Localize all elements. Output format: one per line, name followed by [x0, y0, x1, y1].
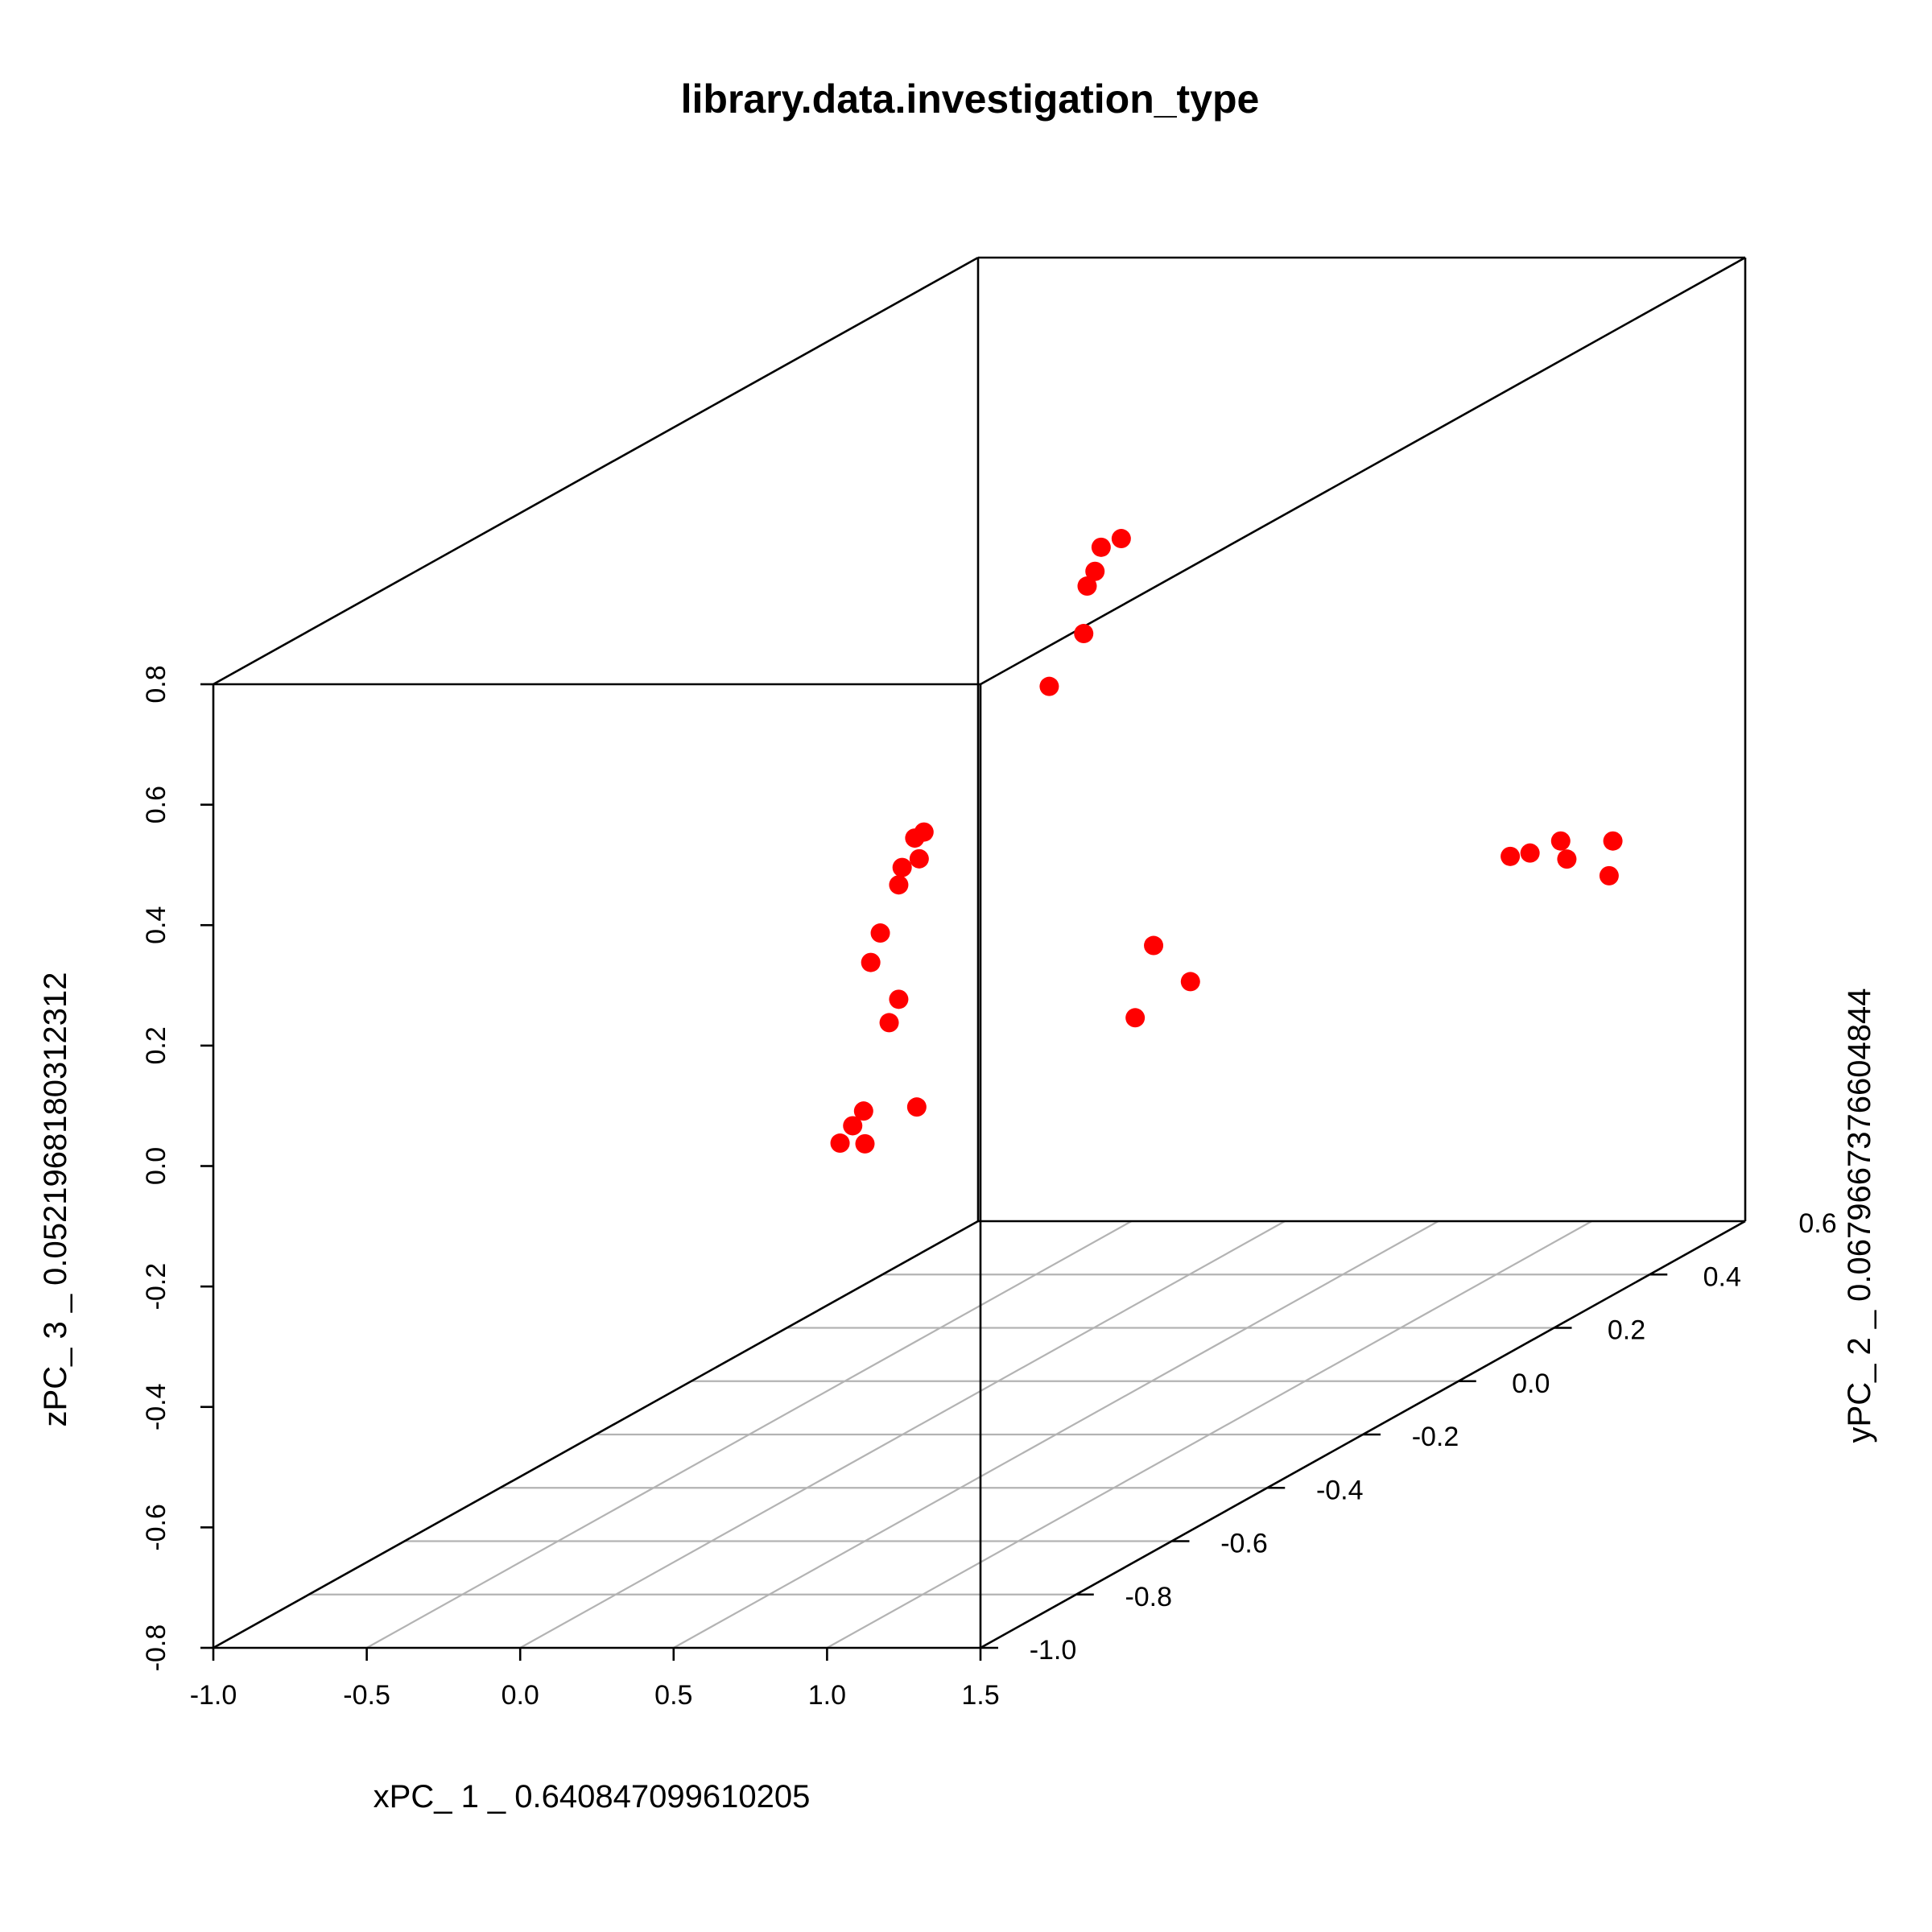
- x-tick-label: 1.0: [808, 1680, 846, 1711]
- z-tick-label: 0.6: [141, 786, 171, 824]
- z-tick-label: -0.2: [141, 1263, 171, 1311]
- box-edge: [213, 1220, 979, 1649]
- x-tick-label: -1.0: [190, 1680, 237, 1711]
- data-point: [1144, 935, 1164, 956]
- y-tick-label: -0.2: [1412, 1422, 1459, 1452]
- x-tick-label: -0.5: [343, 1680, 390, 1711]
- x-tick-label: 0.5: [654, 1680, 692, 1711]
- z-tick-label: 0.8: [141, 665, 171, 703]
- floor-grid: [308, 1220, 1650, 1649]
- y-tick-label: 0.2: [1608, 1315, 1645, 1346]
- data-point: [909, 848, 929, 869]
- data-point: [855, 1133, 875, 1154]
- x-tick-label: 0.0: [502, 1680, 539, 1711]
- data-point: [853, 1101, 873, 1121]
- data-point: [1180, 972, 1200, 992]
- data-point: [1550, 831, 1571, 851]
- data-point: [905, 828, 925, 848]
- data-point: [1603, 831, 1623, 851]
- data-point: [1599, 865, 1619, 886]
- data-point: [1077, 576, 1097, 597]
- y-tick-label: -1.0: [1030, 1635, 1077, 1666]
- z-tick-label: -0.8: [141, 1624, 171, 1672]
- x-tick-label: 1.5: [961, 1680, 999, 1711]
- y-tick-label: -0.6: [1220, 1529, 1268, 1559]
- data-point: [1520, 843, 1540, 863]
- data-point: [1501, 846, 1521, 866]
- data-point: [879, 1013, 899, 1033]
- data-point: [870, 923, 890, 943]
- z-tick-label: -0.4: [141, 1383, 171, 1430]
- data-point: [1125, 1008, 1146, 1028]
- z-tick-label: 0.4: [141, 906, 171, 944]
- data-points: [830, 529, 1623, 1154]
- z-tick-label: -0.6: [141, 1504, 171, 1551]
- box-edge: [980, 256, 1746, 686]
- data-point: [1557, 849, 1577, 869]
- axis-ticks: -1.0 -0.5 0.0 0.5 1.0 1.5 -1.0 -0.8 -0.6 -0.4 -0.2…: [141, 665, 1837, 1711]
- y-axis-label: yPC_ 2 _ 0.0679667376604844: [1842, 989, 1877, 1443]
- data-point: [1085, 561, 1105, 581]
- z-tick-label: 0.2: [141, 1026, 171, 1064]
- data-point: [1039, 676, 1059, 696]
- bounding-box: [212, 256, 1747, 1649]
- box-edge: [213, 256, 979, 686]
- data-point: [889, 989, 909, 1009]
- data-point: [843, 1116, 863, 1136]
- y-tick-label: 0.0: [1512, 1368, 1550, 1399]
- y-tick-label: 0.6: [1798, 1208, 1836, 1239]
- y-tick-label: -0.8: [1125, 1582, 1172, 1612]
- z-axis-label: zPC_ 3 _ 0.0521968180312312: [38, 972, 73, 1427]
- data-point: [1091, 537, 1111, 557]
- z-tick-label: 0.0: [141, 1147, 171, 1185]
- data-point: [861, 952, 881, 972]
- data-point: [1074, 624, 1094, 644]
- data-point: [892, 857, 912, 877]
- data-point: [889, 875, 909, 895]
- data-point: [1111, 529, 1131, 549]
- data-point: [906, 1097, 927, 1117]
- chart-title: library.data.investigation_type: [681, 76, 1260, 122]
- x-axis-label: xPC_ 1 _ 0.640847099610205: [374, 1779, 811, 1814]
- y-tick-label: 0.4: [1703, 1261, 1741, 1292]
- data-point: [830, 1133, 850, 1154]
- y-tick-label: -0.4: [1316, 1475, 1364, 1505]
